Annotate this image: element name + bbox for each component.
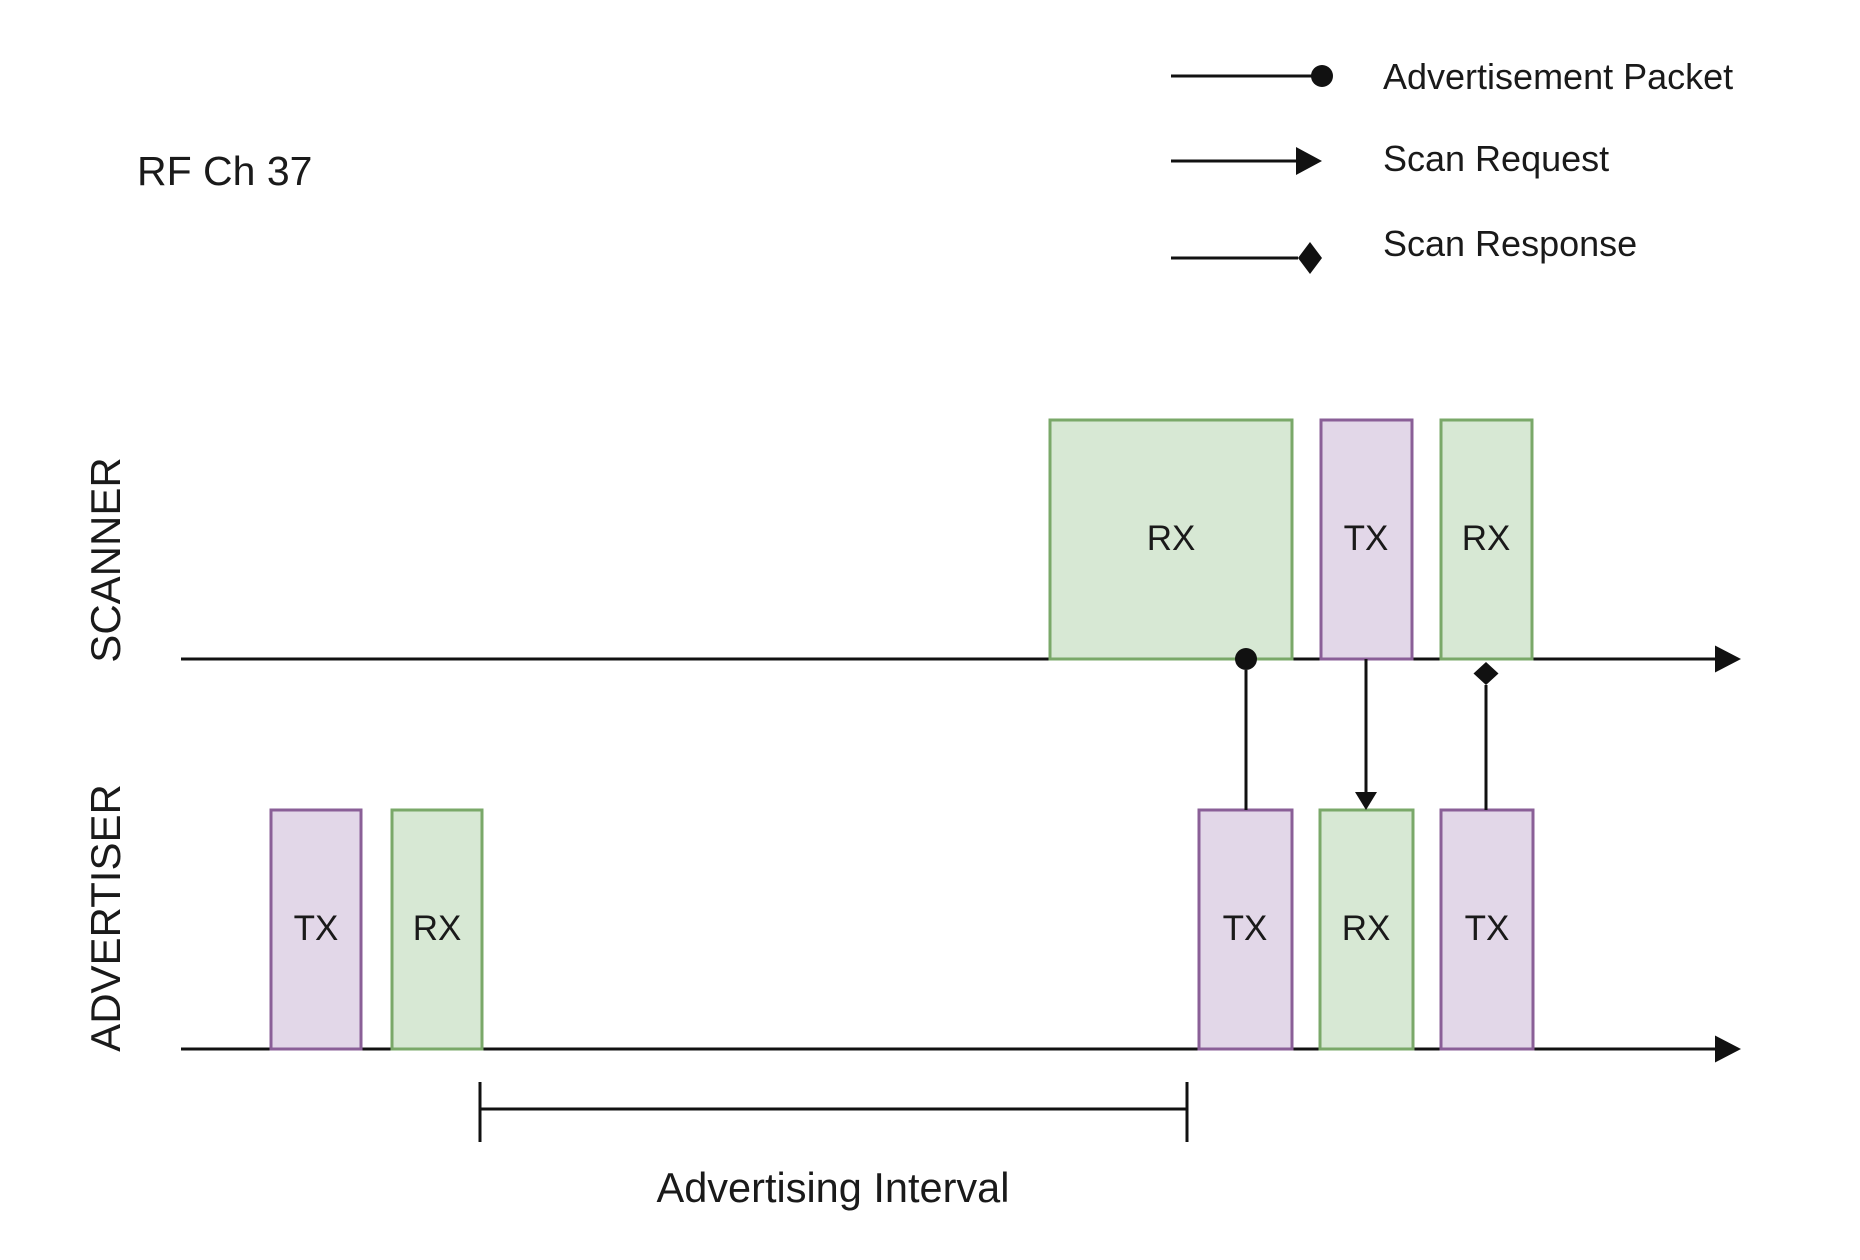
svg-text:SCANNER: SCANNER: [82, 457, 129, 662]
svg-text:TX: TX: [1465, 909, 1510, 948]
svg-text:TX: TX: [1223, 909, 1268, 948]
svg-text:RX: RX: [1147, 519, 1196, 558]
svg-text:TX: TX: [1344, 519, 1389, 558]
svg-text:TX: TX: [294, 909, 339, 948]
svg-text:RF Ch 37: RF Ch 37: [137, 148, 312, 194]
svg-text:RX: RX: [1462, 519, 1511, 558]
svg-text:Scan Request: Scan Request: [1383, 138, 1609, 179]
svg-text:RX: RX: [1342, 909, 1391, 948]
svg-text:Advertising Interval: Advertising Interval: [657, 1164, 1010, 1211]
svg-text:ADVERTISER: ADVERTISER: [82, 784, 129, 1052]
svg-text:RX: RX: [413, 909, 462, 948]
svg-text:Scan Response: Scan Response: [1383, 223, 1637, 264]
svg-text:Advertisement Packet: Advertisement Packet: [1383, 56, 1733, 97]
